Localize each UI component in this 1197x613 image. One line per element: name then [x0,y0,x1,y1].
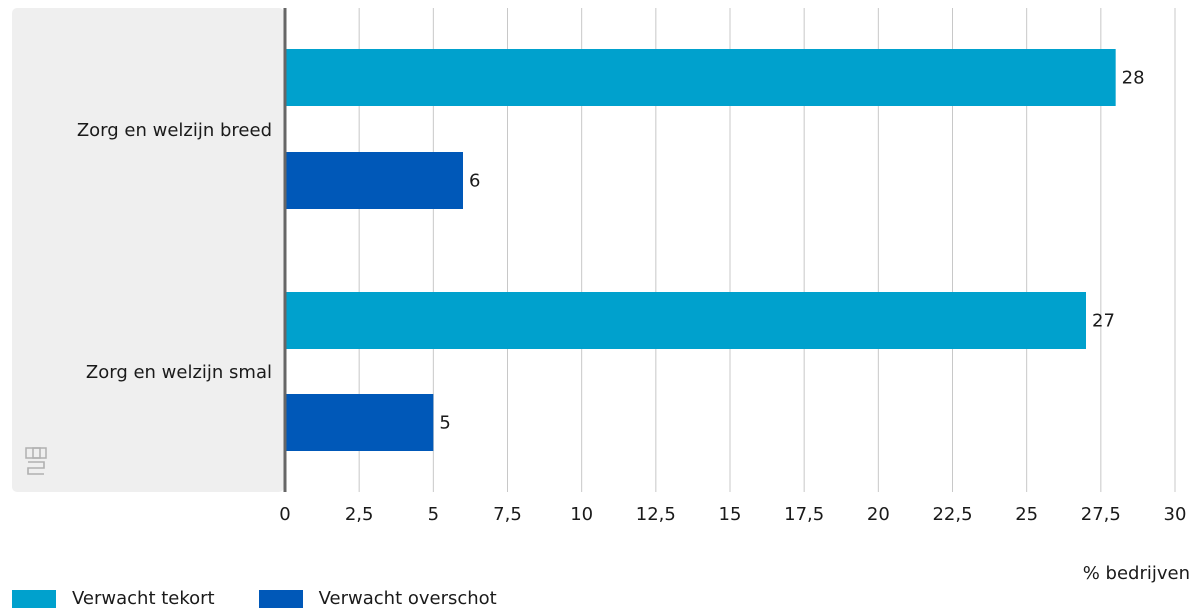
cbs-logo-icon [25,447,47,475]
data-label: 27 [1092,311,1115,332]
category-label: Zorg en welzijn breed [77,120,272,141]
legend-item-overschot: Verwacht overschot [258,588,497,609]
x-tick-label: 20 [867,504,890,525]
x-tick-label: 5 [428,504,439,525]
data-label: 28 [1122,68,1145,89]
bars [285,49,1116,451]
legend-label-overschot: Verwacht overschot [318,588,497,609]
x-tick-label: 2,5 [345,504,374,525]
x-tick-label: 12,5 [636,504,676,525]
data-labels: 28 6 27 5 [439,68,1144,434]
x-axis-label: % bedrijven [1083,563,1190,584]
bar [285,394,434,451]
x-tick-label: 15 [719,504,742,525]
bar [285,292,1086,349]
category-label: Zorg en welzijn smal [86,362,272,383]
x-tick-label: 10 [570,504,593,525]
legend-label-tekort: Verwacht tekort [72,588,215,609]
x-tick-label: 0 [279,504,290,525]
legend-item-tekort: Verwacht tekort [12,588,215,609]
bar [285,49,1116,106]
legend: Verwacht tekort Verwacht overschot [12,588,541,609]
x-tick-label: 30 [1164,504,1187,525]
x-tick-label: 7,5 [493,504,522,525]
category-labels: Zorg en welzijn breed Zorg en welzijn sma… [77,120,272,383]
category-label-panel [12,8,284,492]
x-tick-label: 25 [1015,504,1038,525]
x-tick-label: 22,5 [932,504,972,525]
x-tick-label: 27,5 [1081,504,1121,525]
legend-swatch-tekort [12,589,56,608]
data-label: 5 [439,413,450,434]
data-label: 6 [469,171,480,192]
x-tick-label: 17,5 [784,504,824,525]
bar [285,152,463,209]
x-tick-labels: 0 2,5 5 7,5 10 12,5 15 17,5 20 22,5 25 27,5 30 [279,504,1186,525]
legend-swatch-overschot [258,589,303,608]
